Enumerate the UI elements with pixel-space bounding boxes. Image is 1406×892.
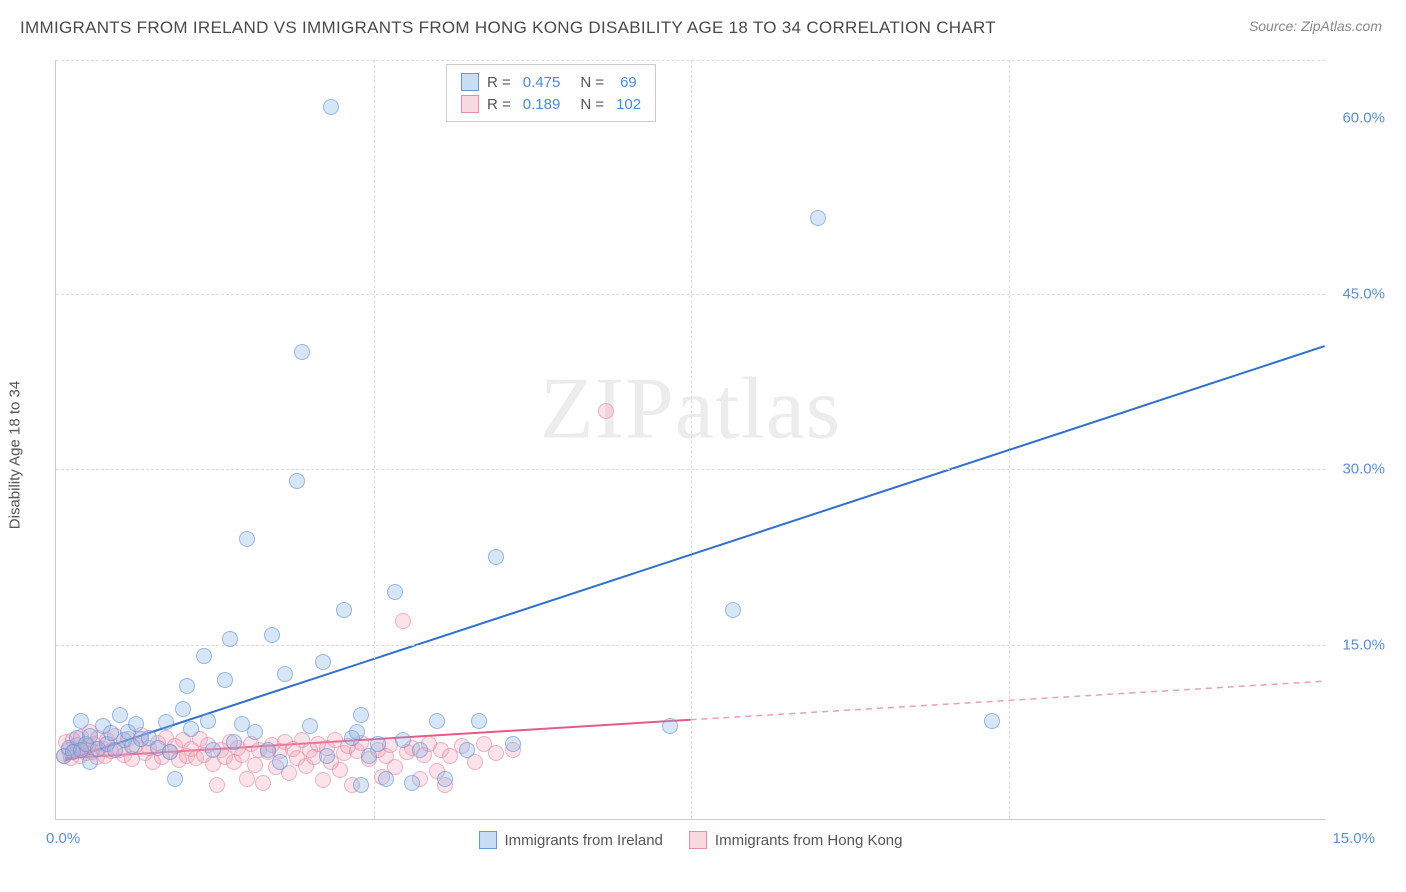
scatter-point-ireland — [294, 344, 310, 360]
scatter-point-ireland — [488, 549, 504, 565]
scatter-point-ireland — [437, 771, 453, 787]
r-label-2: R = — [487, 96, 511, 113]
r-label: R = — [487, 74, 511, 91]
scatter-point-ireland — [73, 713, 89, 729]
x-tick-max: 15.0% — [1332, 830, 1375, 847]
scatter-point-hongkong — [247, 757, 263, 773]
scatter-point-hongkong — [315, 772, 331, 788]
scatter-point-hongkong — [332, 762, 348, 778]
scatter-point-hongkong — [488, 745, 504, 761]
scatter-point-ireland — [505, 736, 521, 752]
scatter-point-ireland — [264, 627, 280, 643]
gridline-v — [691, 60, 692, 819]
scatter-point-ireland — [349, 724, 365, 740]
scatter-point-ireland — [725, 602, 741, 618]
chart-title: IMMIGRANTS FROM IRELAND VS IMMIGRANTS FR… — [20, 18, 996, 38]
r-value-hongkong: 0.189 — [523, 96, 561, 113]
scatter-point-ireland — [226, 734, 242, 750]
correlation-legend: R = 0.475 N = 69 R = 0.189 N = 102 — [446, 64, 656, 122]
scatter-point-ireland — [662, 718, 678, 734]
scatter-point-ireland — [179, 678, 195, 694]
n-value-hongkong: 102 — [616, 96, 641, 113]
scatter-point-hongkong — [239, 771, 255, 787]
y-tick-label: 45.0% — [1342, 285, 1385, 302]
scatter-point-ireland — [323, 99, 339, 115]
scatter-point-ireland — [459, 742, 475, 758]
scatter-point-hongkong — [395, 613, 411, 629]
scatter-point-ireland — [183, 721, 199, 737]
scatter-point-ireland — [272, 754, 288, 770]
scatter-point-ireland — [319, 748, 335, 764]
n-label-2: N = — [580, 96, 604, 113]
scatter-point-ireland — [429, 713, 445, 729]
scatter-point-ireland — [247, 724, 263, 740]
scatter-point-ireland — [239, 531, 255, 547]
scatter-point-ireland — [353, 707, 369, 723]
swatch-ireland-icon — [479, 831, 497, 849]
scatter-point-hongkong — [255, 775, 271, 791]
legend-item-ireland: Immigrants from Ireland — [479, 831, 663, 849]
y-tick-label: 60.0% — [1342, 110, 1385, 127]
scatter-point-ireland — [167, 771, 183, 787]
plot-area: ZIPatlas R = 0.475 N = 69 R = 0.189 N = … — [55, 60, 1325, 820]
scatter-point-ireland — [412, 742, 428, 758]
scatter-point-ireland — [158, 714, 174, 730]
scatter-point-ireland — [289, 473, 305, 489]
x-tick-min: 0.0% — [46, 830, 80, 847]
y-tick-label: 15.0% — [1342, 636, 1385, 653]
scatter-point-hongkong — [598, 403, 614, 419]
scatter-point-ireland — [984, 713, 1000, 729]
scatter-point-ireland — [353, 777, 369, 793]
scatter-point-ireland — [387, 584, 403, 600]
y-axis-label: Disability Age 18 to 34 — [7, 381, 24, 529]
scatter-point-ireland — [810, 210, 826, 226]
scatter-point-ireland — [205, 742, 221, 758]
scatter-point-ireland — [217, 672, 233, 688]
scatter-point-hongkong — [209, 777, 225, 793]
scatter-point-ireland — [196, 648, 212, 664]
plot-container: Disability Age 18 to 34 ZIPatlas R = 0.4… — [55, 60, 1385, 850]
scatter-point-ireland — [200, 713, 216, 729]
scatter-point-ireland — [378, 771, 394, 787]
scatter-point-ireland — [222, 631, 238, 647]
legend-label-hongkong: Immigrants from Hong Kong — [715, 832, 903, 849]
scatter-point-ireland — [277, 666, 293, 682]
scatter-point-ireland — [112, 707, 128, 723]
legend-item-hongkong: Immigrants from Hong Kong — [689, 831, 903, 849]
scatter-point-ireland — [302, 718, 318, 734]
legend-label-ireland: Immigrants from Ireland — [505, 832, 663, 849]
swatch-hongkong-icon — [461, 95, 479, 113]
scatter-point-ireland — [471, 713, 487, 729]
scatter-point-ireland — [162, 744, 178, 760]
gridline-v — [374, 60, 375, 819]
scatter-point-ireland — [315, 654, 331, 670]
swatch-hongkong-icon — [689, 831, 707, 849]
scatter-point-ireland — [370, 736, 386, 752]
chart-header: IMMIGRANTS FROM IRELAND VS IMMIGRANTS FR… — [0, 0, 1406, 46]
gridline-v — [1009, 60, 1010, 819]
swatch-ireland-icon — [461, 73, 479, 91]
scatter-point-ireland — [336, 602, 352, 618]
scatter-point-ireland — [395, 732, 411, 748]
n-label: N = — [580, 74, 604, 91]
scatter-point-ireland — [175, 701, 191, 717]
legend-row-hongkong: R = 0.189 N = 102 — [461, 93, 641, 115]
legend-row-ireland: R = 0.475 N = 69 — [461, 71, 641, 93]
source-label: Source: ZipAtlas.com — [1249, 18, 1382, 34]
y-tick-label: 30.0% — [1342, 461, 1385, 478]
scatter-point-ireland — [128, 716, 144, 732]
series-legend: Immigrants from Ireland Immigrants from … — [479, 831, 903, 849]
n-value-ireland: 69 — [620, 74, 637, 91]
scatter-point-ireland — [404, 775, 420, 791]
r-value-ireland: 0.475 — [523, 74, 561, 91]
